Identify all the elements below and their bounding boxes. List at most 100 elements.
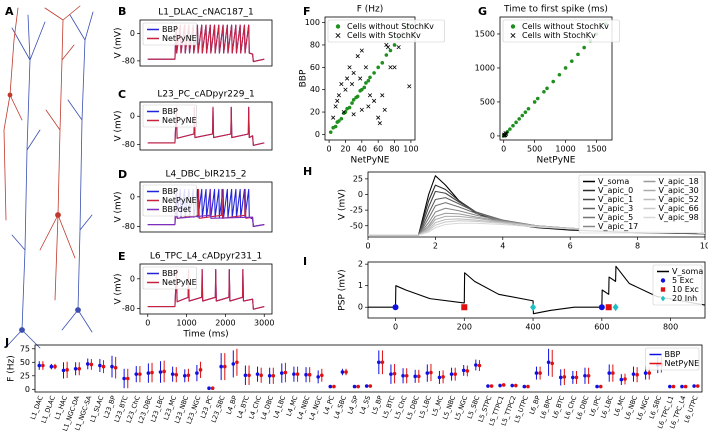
- soma: [55, 212, 61, 218]
- point: [198, 368, 203, 372]
- panel-label: J: [4, 336, 9, 349]
- point: [595, 384, 599, 389]
- point: [607, 371, 612, 375]
- point: [372, 71, 376, 75]
- point: [345, 76, 350, 81]
- legend-label: NetPyNE: [162, 278, 197, 287]
- chart-title: L1_DLAC_cNAC187_1: [158, 8, 254, 18]
- point: [122, 376, 126, 381]
- point: [538, 371, 542, 375]
- chart-title: L23_PC_cADpyr229_1: [157, 90, 254, 100]
- soma: [19, 327, 25, 333]
- point: [558, 375, 563, 380]
- y-tick-label: 25: [20, 371, 30, 380]
- chart-title: Time to first spike (ms): [503, 5, 608, 15]
- point: [647, 371, 652, 375]
- legend-label: NetPyNE: [162, 116, 197, 125]
- point: [110, 364, 114, 369]
- legend-label: V_apic_3: [598, 204, 633, 213]
- legend-label: V_apic_98: [659, 213, 699, 222]
- x-tick-label: 2: [433, 242, 438, 251]
- point: [89, 362, 94, 367]
- x-tick-label: 500: [527, 145, 542, 154]
- point: [53, 364, 57, 369]
- point: [574, 375, 579, 380]
- point: [134, 372, 139, 376]
- point: [392, 371, 397, 376]
- x-axis-label: NetPyNE: [351, 156, 390, 166]
- point: [429, 370, 433, 375]
- panel-label: I: [303, 255, 307, 268]
- point: [207, 386, 211, 391]
- point: [85, 362, 90, 366]
- point: [671, 384, 676, 389]
- red-neurons: [3, 5, 81, 301]
- soma: [7, 92, 13, 98]
- point: [222, 364, 227, 369]
- x-tick-label: 40: [357, 145, 367, 154]
- point: [98, 363, 102, 368]
- point: [489, 384, 494, 388]
- x-tick-label: 0: [501, 145, 506, 154]
- blue-neuron-1: [7, 14, 46, 349]
- point: [376, 65, 380, 70]
- x-tick-label: 800: [663, 323, 678, 332]
- point: [517, 117, 521, 121]
- point: [333, 104, 338, 109]
- point: [392, 304, 399, 311]
- point: [255, 372, 260, 376]
- y-tick-label: 0: [130, 274, 135, 283]
- axes-frame: [34, 344, 703, 393]
- point: [49, 364, 54, 369]
- y-tick-label: -25: [350, 206, 363, 215]
- point: [344, 370, 348, 374]
- point: [449, 372, 454, 376]
- x-tick-label: 1000: [555, 145, 575, 154]
- legend-box: [142, 184, 197, 217]
- y-axis-label: V (mV): [114, 28, 124, 59]
- panel-label: C: [118, 88, 126, 101]
- panel-label: E: [118, 250, 126, 263]
- point: [295, 372, 300, 376]
- point: [441, 375, 445, 379]
- point: [382, 107, 387, 112]
- point: [231, 362, 236, 366]
- point: [341, 109, 346, 115]
- point: [259, 373, 263, 378]
- legend-label: V_apic_52: [659, 195, 699, 204]
- legend-label: NetPyNE: [162, 34, 197, 43]
- point: [542, 89, 546, 94]
- point: [477, 363, 482, 368]
- point: [146, 371, 151, 375]
- axes-frame: [499, 16, 613, 141]
- y-tick-label: 0: [315, 130, 320, 139]
- point: [304, 372, 308, 377]
- point: [372, 98, 377, 103]
- point: [535, 96, 540, 101]
- point: [366, 104, 371, 109]
- point: [328, 384, 333, 389]
- point: [407, 84, 412, 89]
- point: [150, 370, 154, 375]
- point: [413, 374, 417, 379]
- point: [138, 372, 142, 376]
- legend-marker: [660, 287, 666, 292]
- point: [219, 364, 223, 369]
- point: [522, 384, 527, 389]
- point: [366, 78, 371, 83]
- y-axis-label: PSP (mV): [338, 269, 348, 310]
- point: [396, 45, 401, 50]
- point: [195, 371, 199, 375]
- point: [380, 61, 385, 65]
- point: [351, 97, 356, 102]
- panel-label: G: [478, 5, 487, 18]
- point: [384, 42, 389, 48]
- point: [292, 372, 296, 376]
- point: [279, 371, 284, 375]
- point: [530, 303, 537, 312]
- point: [307, 372, 312, 377]
- point: [417, 374, 421, 379]
- legend-label: 5 Exc: [672, 276, 694, 285]
- point: [235, 360, 239, 365]
- point: [683, 384, 688, 389]
